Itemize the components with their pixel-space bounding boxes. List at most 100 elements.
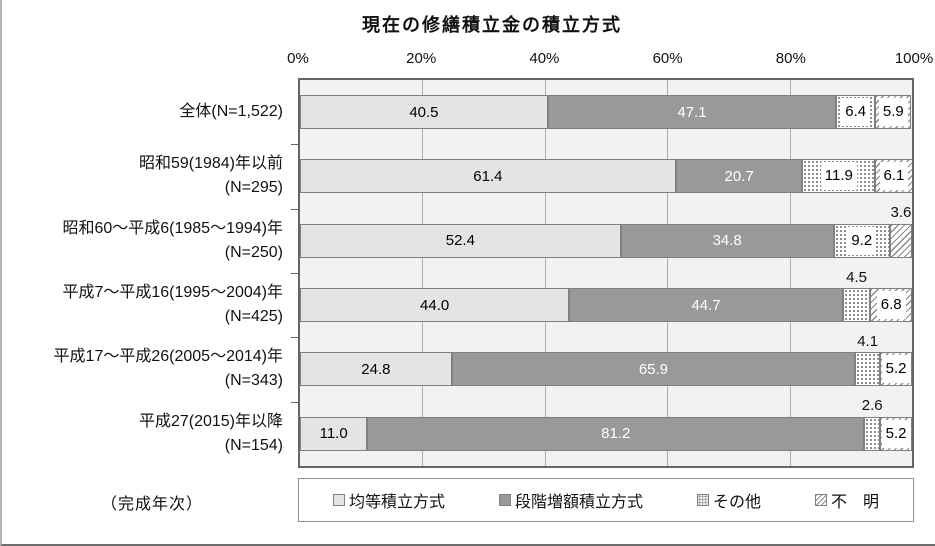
bar-segment-label-text: 2.6 bbox=[861, 397, 883, 415]
stacked-bar: 11.0 81.2 5.2 bbox=[300, 416, 912, 451]
category-label: 平成7～平成16(1995～2004)年 (N=425) bbox=[2, 273, 290, 337]
category-label: 昭和59(1984)年以前 (N=295) bbox=[2, 144, 290, 208]
category-axis-tick bbox=[291, 337, 298, 339]
bar-segment: 9.2 bbox=[833, 223, 890, 258]
category-axis-tick bbox=[291, 273, 298, 274]
category-label-line: 平成17～平成26(2005～2014)年 bbox=[53, 348, 283, 366]
bar-row: 2.6 11.0 81.2 5.2 bbox=[300, 397, 912, 466]
bar-segment-label: 11.9 bbox=[820, 162, 857, 191]
category-label-line: 平成27(2015)年以降 bbox=[138, 412, 283, 430]
bar-segment: 6.8 bbox=[870, 288, 912, 322]
category-label: 平成17～平成26(2005～2014)年 (N=343) bbox=[2, 337, 290, 401]
stacked-bar: 44.0 44.7 6.8 bbox=[300, 288, 912, 322]
bar-segment: 24.8 bbox=[300, 352, 452, 387]
bar-segment-label: 3.6 bbox=[890, 204, 912, 222]
legend-item: 均等積立方式 bbox=[333, 488, 445, 512]
bar-segment-label: 47.1 bbox=[677, 103, 707, 121]
bar-segment-label: 6.8 bbox=[876, 291, 906, 319]
bar-segment-label: 20.7 bbox=[724, 167, 754, 185]
bar-segment-label: 9.2 bbox=[847, 226, 877, 255]
category-label-line: 昭和60～平成6(1985～1994)年 bbox=[62, 219, 283, 237]
category-label: 全体(N=1,522) bbox=[2, 80, 290, 144]
chart-title: 現在の修繕積立金の積立方式 bbox=[362, 15, 622, 35]
bar-segment: 44.0 bbox=[300, 288, 570, 322]
category-axis-tick bbox=[291, 208, 298, 210]
bar-row: 40.5 47.1 6.4 5.9 bbox=[300, 80, 912, 144]
x-axis-tick-label: 100% bbox=[894, 50, 934, 67]
bar-segment-label: 52.4 bbox=[445, 232, 475, 250]
bar-segment bbox=[855, 352, 881, 387]
bar-segment: 65.9 bbox=[451, 352, 856, 387]
x-axis-tick-label: 60% bbox=[652, 50, 683, 67]
x-axis-tick-label: 80% bbox=[775, 50, 806, 67]
category-axis-tick bbox=[291, 401, 298, 403]
bar-row: 61.4 20.7 11.9 6.1 bbox=[300, 144, 912, 208]
x-axis: 0% 20% 40% 60% 80% 100% bbox=[287, 50, 933, 70]
bar-segment-label-text: 4.5 bbox=[846, 268, 868, 286]
gridline bbox=[422, 80, 424, 466]
x-axis-tick-label: 40% bbox=[529, 50, 560, 67]
gridline bbox=[544, 80, 546, 466]
bar-segment-label: 40.5 bbox=[409, 103, 439, 121]
bar-segment-label: 65.9 bbox=[638, 360, 669, 378]
plot-area: 40.5 47.1 6.4 5.9 61.4 20.7 11.9 6.1 3.6 52.4 34.8… bbox=[291, 78, 914, 468]
bar-segment: 5.2 bbox=[880, 416, 912, 451]
category-label-line: 平成7～平成16(1995～2004)年 bbox=[62, 284, 283, 302]
axis-caption: （完成年次） bbox=[100, 496, 204, 513]
stacked-bar: 24.8 65.9 5.2 bbox=[300, 352, 912, 387]
bar-segment-label: 44.7 bbox=[691, 296, 721, 314]
bar-segment: 5.2 bbox=[880, 352, 912, 387]
bar-segment-label: 24.8 bbox=[361, 360, 391, 378]
category-label-line: (N=425) bbox=[224, 308, 283, 326]
bar-segment: 5.9 bbox=[875, 95, 912, 129]
stacked-bar: 40.5 47.1 6.4 5.9 bbox=[300, 95, 912, 129]
category-label-line: (N=343) bbox=[224, 372, 283, 390]
bar-row: 4.1 24.8 65.9 5.2 bbox=[300, 333, 912, 401]
category-labels: 全体(N=1,522) 昭和59(1984)年以前 (N=295) 昭和60～平成6(… bbox=[2, 80, 290, 466]
stacked-bar: 52.4 34.8 9.2 bbox=[300, 223, 912, 258]
gridline bbox=[789, 80, 791, 466]
bar-segment-label-text: 4.1 bbox=[857, 332, 879, 350]
bar-segment bbox=[889, 223, 912, 258]
bar-segment-label: 44.0 bbox=[420, 296, 450, 314]
legend-item: その他 bbox=[696, 488, 761, 512]
category-label-line: (N=250) bbox=[224, 243, 283, 261]
bar-segment: 47.1 bbox=[547, 95, 837, 129]
legend-swatch bbox=[696, 494, 709, 506]
legend-swatch bbox=[333, 494, 345, 506]
category-label-line: (N=295) bbox=[224, 179, 283, 197]
bar-segment-label: 6.1 bbox=[879, 162, 909, 191]
bar-segment-label: 5.2 bbox=[881, 355, 911, 384]
bar-segment-label-text: 3.6 bbox=[890, 204, 912, 222]
category-label: 平成27(2015)年以降 (N=154) bbox=[2, 402, 290, 466]
bar-segment-label: 61.4 bbox=[473, 167, 503, 185]
bar-segment: 61.4 bbox=[300, 159, 676, 194]
category-label: 昭和60～平成6(1985～1994)年 (N=250) bbox=[2, 209, 290, 273]
bar-segment: 34.8 bbox=[620, 223, 834, 258]
bar-segment: 20.7 bbox=[675, 159, 803, 194]
bar-segment: 52.4 bbox=[300, 223, 621, 258]
bar-segment-label: 5.9 bbox=[878, 98, 908, 126]
bar-segment-label: 4.1 bbox=[855, 332, 880, 350]
bar-segment: 6.1 bbox=[875, 159, 912, 194]
bar-segment-label: 34.8 bbox=[712, 232, 742, 250]
bar-segment-label: 4.5 bbox=[843, 268, 871, 286]
bar-row: 3.6 52.4 34.8 9.2 bbox=[300, 204, 912, 273]
bar-segment-label: 11.0 bbox=[319, 425, 348, 443]
legend-item: 段階増額積立方式 bbox=[498, 488, 643, 512]
bar-segment bbox=[842, 288, 871, 322]
legend-swatch bbox=[498, 494, 511, 506]
gridline bbox=[667, 80, 669, 466]
bar-segment: 6.4 bbox=[836, 95, 876, 129]
legend-label: 均等積立方式 bbox=[349, 494, 446, 511]
legend-label: その他 bbox=[712, 494, 761, 511]
bar-segment-label: 5.2 bbox=[881, 419, 911, 448]
x-axis-tick-label: 20% bbox=[406, 50, 437, 67]
bar-segment: 40.5 bbox=[300, 95, 548, 129]
category-label-line: 昭和59(1984)年以前 bbox=[138, 155, 283, 173]
x-axis-tick-label: 0% bbox=[287, 50, 309, 67]
bar-segment-label: 2.6 bbox=[861, 397, 883, 415]
legend-item: 不 明 bbox=[814, 488, 879, 512]
bar-segment-label: 81.2 bbox=[601, 425, 631, 443]
